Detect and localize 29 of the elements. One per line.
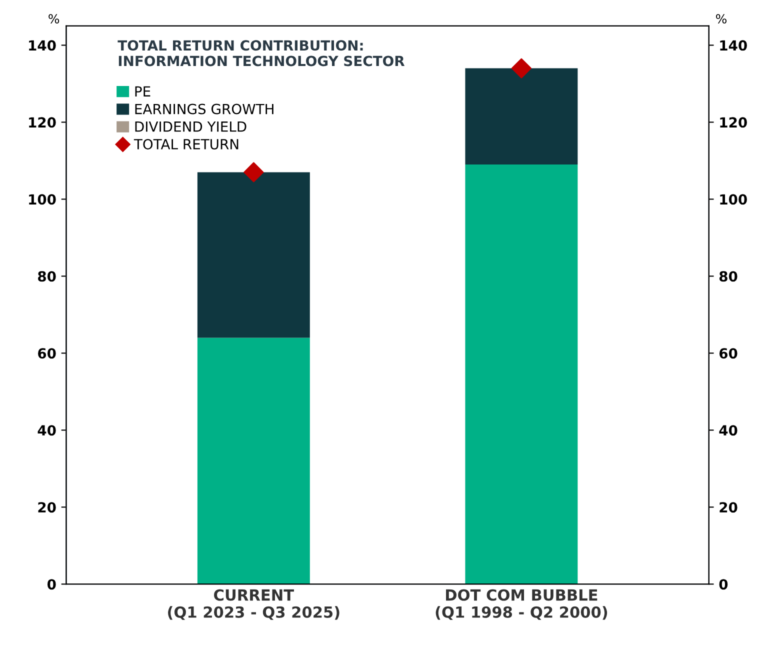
legend-label: DIVIDEND YIELD (135, 122, 246, 132)
x-tick-label: CURRENT (Q1 2023 - Q3 2025) (168, 589, 340, 620)
y-axis-title: % (48, 14, 60, 24)
text: TOTAL RETURN CONTRIBUTION: INFORMATION TECHNOLOGY SECTOR (118, 40, 405, 66)
y2-tick-label: 40 (719, 425, 738, 436)
y2-tick-label: 120 (720, 117, 747, 128)
y-tick-label: 40 (38, 425, 56, 436)
y-tick-label: 0 (47, 579, 56, 590)
bar (465, 164, 578, 584)
y-tick-label: 60 (38, 348, 56, 359)
legend-label: PE (135, 86, 150, 96)
y2-tick-label: 80 (719, 271, 738, 282)
bar (465, 68, 578, 165)
legend-label: TOTAL RETURN (134, 138, 238, 150)
legend-label: EARNINGS GROWTH (135, 104, 274, 114)
y2-tick-label: 100 (720, 194, 747, 205)
y2-tick-label: 0 (719, 579, 728, 590)
y-tick-label: 140 (29, 40, 56, 51)
y-tick-label: 100 (29, 194, 56, 205)
bar (197, 338, 310, 584)
y-tick-label: 120 (29, 117, 56, 128)
y-tick-label: 80 (38, 271, 56, 282)
y2-tick-label: 140 (720, 40, 747, 51)
x-tick-label: DOT COM BUBBLE (Q1 1998 - Q2 2000) (436, 589, 608, 620)
bar (197, 172, 310, 338)
y2-tick-label: 60 (719, 348, 738, 359)
y2-tick-label: 20 (720, 502, 738, 513)
y-tick-label: 20 (38, 502, 56, 513)
y2-axis-title: % (716, 14, 727, 24)
